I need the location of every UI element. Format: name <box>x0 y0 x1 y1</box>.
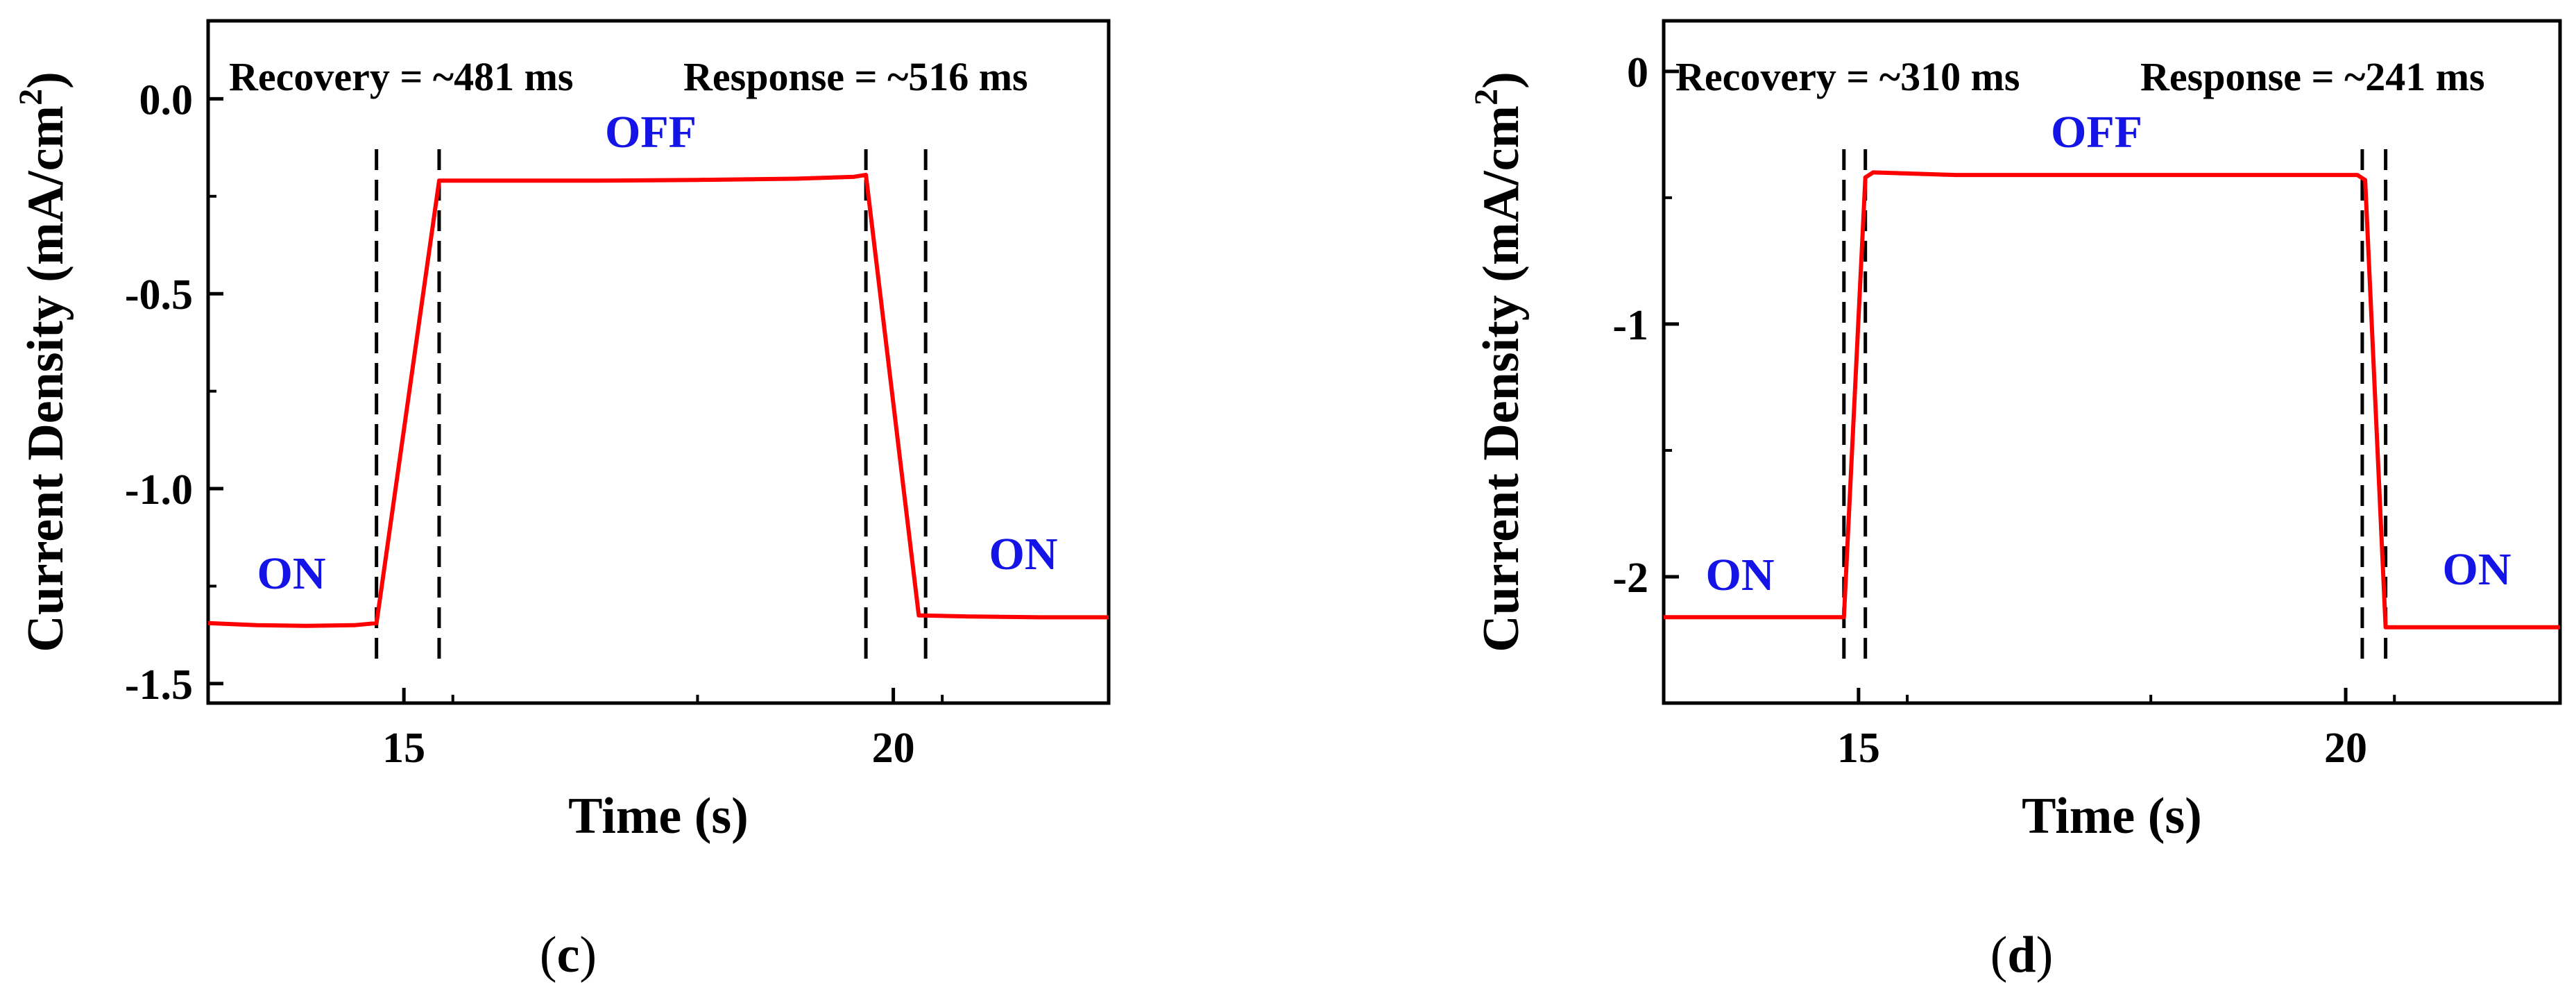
x-axis-title: Time (s) <box>568 788 749 845</box>
plot-frame <box>1662 19 2562 705</box>
y-tick-label: -1.0 <box>125 466 193 514</box>
response-annotation: Response = ~516 ms <box>683 54 1028 99</box>
y-axis-title: Current Density (mA/cm2) <box>12 71 74 652</box>
recovery-annotation: Recovery = ~481 ms <box>229 54 573 99</box>
y-tick-label: -1 <box>1612 302 1648 349</box>
series-line <box>1664 170 2560 630</box>
response-annotation: Response = ~241 ms <box>2140 54 2485 99</box>
series-line <box>207 172 1109 628</box>
y-tick-label: -0.5 <box>125 271 193 319</box>
panel-caption: (d) <box>1990 927 2053 983</box>
y-axis-title: Current Density (mA/cm2) <box>1468 71 1530 652</box>
plot-frame <box>206 19 1111 705</box>
on-label-right: ON <box>2443 544 2511 595</box>
y-tick-label: 0 <box>1627 49 1648 96</box>
on-label-left: ON <box>1706 550 1775 600</box>
on-label-left: ON <box>257 548 326 599</box>
chart-panel-c: 15 20 0.0 -0.5 -1.0 -1.5 Recovery = ~481 ms Res… <box>12 19 1111 983</box>
y-tick-label: 0.0 <box>139 76 194 124</box>
recovery-annotation: Recovery = ~310 ms <box>1675 54 2020 99</box>
y-tick-label: -2 <box>1612 555 1648 602</box>
x-tick-label: 15 <box>382 725 425 772</box>
off-label: OFF <box>2051 107 2142 158</box>
x-tick-label: 20 <box>2324 725 2367 772</box>
on-label-right: ON <box>989 529 1058 580</box>
y-tick-label: -1.5 <box>125 661 193 709</box>
x-axis-title: Time (s) <box>2022 788 2202 845</box>
x-tick-label: 15 <box>1837 725 1880 772</box>
off-label: OFF <box>605 107 697 158</box>
x-tick-label: 20 <box>872 725 915 772</box>
chart-panel-d: 15 20 0 -1 -2 Recovery = ~310 ms Response = ~2… <box>1468 19 2562 983</box>
panel-caption: (c) <box>540 927 597 983</box>
